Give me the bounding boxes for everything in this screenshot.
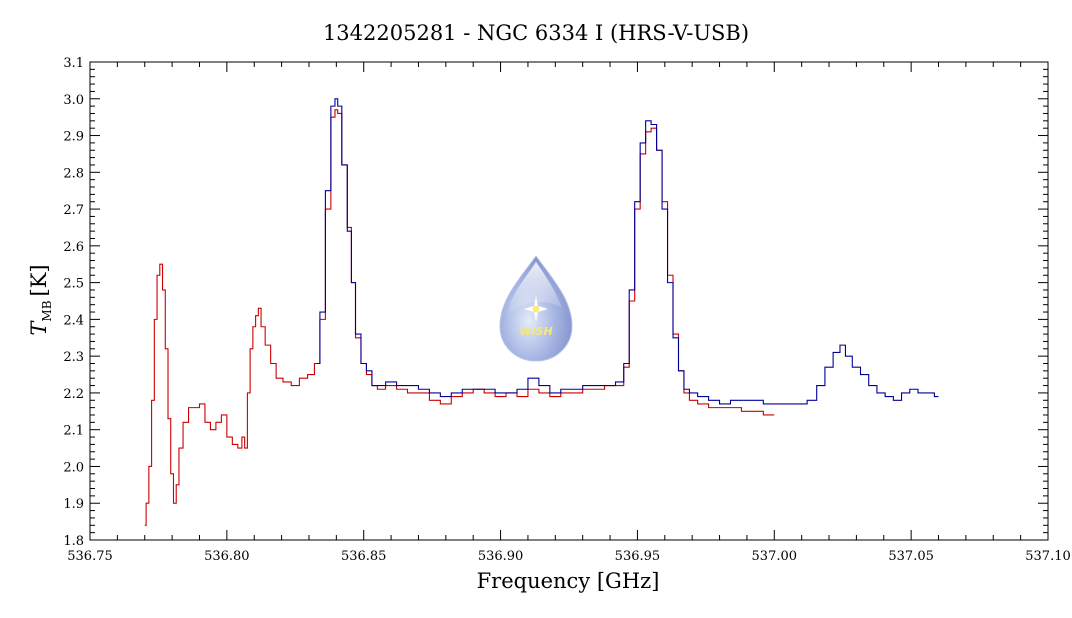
spectrum-series-1 (144, 109, 775, 526)
y-tick-label: 2.9 (63, 130, 84, 145)
x-tick-label: 537.10 (1025, 549, 1071, 564)
x-tick-label: 537.05 (888, 549, 934, 564)
x-tick-label: 536.95 (615, 549, 661, 564)
y-tick-label: 2.4 (63, 313, 84, 328)
y-tick-label: 2.5 (63, 277, 84, 292)
y-tick-label: 2.7 (63, 203, 84, 218)
axis-ticks (89, 61, 1049, 541)
spectrum-series-2 (317, 98, 939, 405)
y-axis-label-sub: MB (40, 300, 54, 321)
x-tick-label: 536.90 (478, 549, 524, 564)
y-tick-label: 1.9 (63, 497, 84, 512)
wish-logo: WISH (499, 255, 573, 362)
x-tick-label: 536.75 (67, 549, 113, 564)
y-tick-labels: 1.8 1.9 2.0 2.1 2.2 2.3 2.4 2.5 2.6 2.7 2.8 2.9 3.0 3… (63, 56, 84, 549)
y-tick-label: 3.0 (63, 93, 84, 108)
x-tick-label: 537.00 (752, 549, 798, 564)
y-tick-label: 2.6 (63, 240, 84, 255)
x-tick-label: 536.85 (341, 549, 387, 564)
y-tick-label: 1.8 (63, 534, 84, 549)
y-tick-label: 3.1 (63, 56, 84, 71)
y-axis-label-main: T (27, 320, 51, 336)
star-icon (524, 296, 548, 322)
chart-title: 1342205281 - NGC 6334 I (HRS-V-USB) (323, 21, 749, 45)
y-tick-label: 2.3 (63, 350, 84, 365)
x-axis-label: Frequency [GHz] (477, 569, 660, 593)
series-group (144, 98, 939, 526)
logo-text: WISH (519, 325, 552, 338)
y-tick-label: 2.1 (63, 424, 84, 439)
y-tick-label: 2.2 (63, 387, 84, 402)
y-axis-label: TMB [K] (27, 264, 54, 335)
x-tick-label: 536.80 (204, 549, 250, 564)
y-tick-label: 2.0 (63, 460, 84, 475)
plot-frame (89, 61, 1049, 541)
y-tick-label: 2.8 (63, 166, 84, 181)
y-axis-label-unit: [K] (27, 264, 51, 296)
x-tick-labels: 536.75 536.80 536.85 536.90 536.95 537.00 537.… (67, 549, 1071, 564)
drop-highlight (507, 262, 562, 318)
svg-text:TMB[K]: TMB [K] (27, 264, 54, 335)
